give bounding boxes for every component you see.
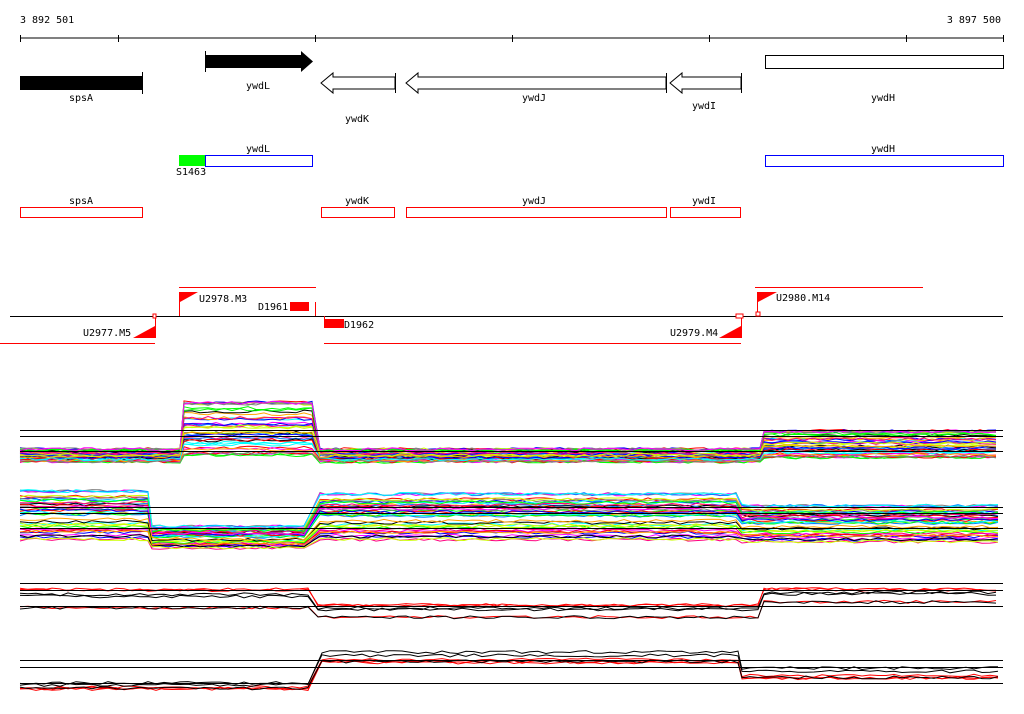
promoter-U2979.M4[interactable]: U2979.M4 bbox=[670, 313, 744, 339]
expression-profile bbox=[19, 523, 999, 544]
promoter-U2978.M3[interactable]: U2978.M3 bbox=[179, 292, 248, 316]
svg-text:ywdK: ywdK bbox=[345, 196, 369, 207]
expression-panels bbox=[19, 400, 1003, 691]
red-feature-spsA[interactable] bbox=[20, 207, 143, 218]
expression-profile bbox=[19, 534, 999, 549]
expression-profile bbox=[19, 406, 997, 453]
ruler: 3 892 501 3 897 500 bbox=[20, 15, 1004, 42]
expression-profile bbox=[19, 591, 997, 612]
expression-profile bbox=[19, 447, 997, 463]
promoter-U2977.M5[interactable]: U2977.M5 bbox=[83, 313, 157, 339]
red-feature-ywdJ[interactable] bbox=[406, 207, 667, 218]
expression-profile bbox=[19, 489, 999, 529]
blue-feature-ywdL[interactable] bbox=[205, 155, 313, 167]
svg-text:ywdH: ywdH bbox=[871, 144, 895, 155]
expression-panel-4 bbox=[19, 650, 1003, 691]
expression-profile bbox=[19, 500, 999, 534]
expression-panel-3 bbox=[19, 583, 1003, 620]
svg-text:ywdJ: ywdJ bbox=[522, 93, 546, 104]
gene-ywdL[interactable]: ywdL bbox=[205, 51, 313, 92]
terminator-D1961[interactable]: D1961 bbox=[258, 302, 316, 316]
gene-ywdK[interactable]: ywdK bbox=[320, 71, 396, 125]
expression-profile bbox=[19, 660, 999, 691]
svg-text:ywdL: ywdL bbox=[246, 144, 270, 155]
gene-ywdI[interactable]: ywdI bbox=[669, 71, 742, 112]
expression-profile bbox=[19, 600, 997, 620]
svg-text:ywdJ: ywdJ bbox=[522, 196, 546, 207]
blue-feature-ywdH[interactable] bbox=[765, 155, 1004, 167]
svg-text:U2978.M3: U2978.M3 bbox=[199, 294, 247, 305]
svg-text:spsA: spsA bbox=[69, 196, 93, 207]
expression-profile bbox=[19, 451, 997, 464]
red-feature-track: spsA ywdK ywdJ ywdI bbox=[20, 196, 741, 218]
svg-text:U2977.M5: U2977.M5 bbox=[83, 328, 131, 339]
ruler-end: 3 897 500 bbox=[947, 15, 1001, 26]
blue-feature-track: S1463 ywdL ywdH bbox=[176, 144, 1004, 178]
gene-track: spsA ywdL ywdK ywdJ ywdI ywdH bbox=[20, 51, 1004, 125]
svg-text:U2979.M4: U2979.M4 bbox=[670, 328, 718, 339]
expression-profile bbox=[19, 430, 997, 459]
expression-profile bbox=[19, 510, 999, 539]
expression-profile bbox=[19, 659, 999, 691]
svg-text:ywdH: ywdH bbox=[871, 93, 895, 104]
transcription-track: U2977.M5 U2978.M3 D1961 D1962 U2979.M4 bbox=[0, 287, 1003, 344]
expression-profile bbox=[19, 529, 999, 547]
expression-profile bbox=[19, 400, 997, 452]
expression-profile bbox=[19, 505, 999, 536]
expression-panel-2 bbox=[19, 489, 1003, 550]
gene-ywdH[interactable]: ywdH bbox=[765, 55, 1004, 105]
gene-spsA[interactable]: spsA bbox=[20, 72, 143, 104]
svg-text:ywdK: ywdK bbox=[345, 114, 369, 125]
expression-profile bbox=[19, 590, 997, 611]
expression-profile bbox=[19, 424, 997, 457]
promoter-U2980.M14[interactable]: U2980.M14 bbox=[755, 292, 830, 317]
svg-text:ywdL: ywdL bbox=[246, 81, 270, 92]
svg-text:spsA: spsA bbox=[69, 93, 93, 104]
svg-text:D1961: D1961 bbox=[258, 302, 288, 313]
expression-profile bbox=[19, 494, 999, 531]
svg-text:ywdI: ywdI bbox=[692, 101, 716, 112]
svg-text:U2980.M14: U2980.M14 bbox=[776, 293, 830, 304]
svg-text:S1463: S1463 bbox=[176, 167, 206, 178]
red-feature-ywdK[interactable] bbox=[321, 207, 395, 218]
ruler-start: 3 892 501 bbox=[20, 15, 74, 26]
red-feature-ywdI[interactable] bbox=[670, 207, 741, 218]
svg-text:D1962: D1962 bbox=[344, 320, 374, 331]
gene-ywdJ[interactable]: ywdJ bbox=[405, 71, 667, 104]
expression-profile bbox=[19, 517, 999, 541]
feature-S1463[interactable] bbox=[179, 155, 205, 166]
expression-panel-1 bbox=[19, 400, 1003, 464]
terminator-D1962[interactable]: D1962 bbox=[324, 316, 374, 331]
expression-profile bbox=[20, 505, 999, 536]
expression-profile bbox=[19, 537, 999, 550]
svg-text:ywdI: ywdI bbox=[692, 196, 716, 207]
expression-profile bbox=[19, 653, 999, 687]
